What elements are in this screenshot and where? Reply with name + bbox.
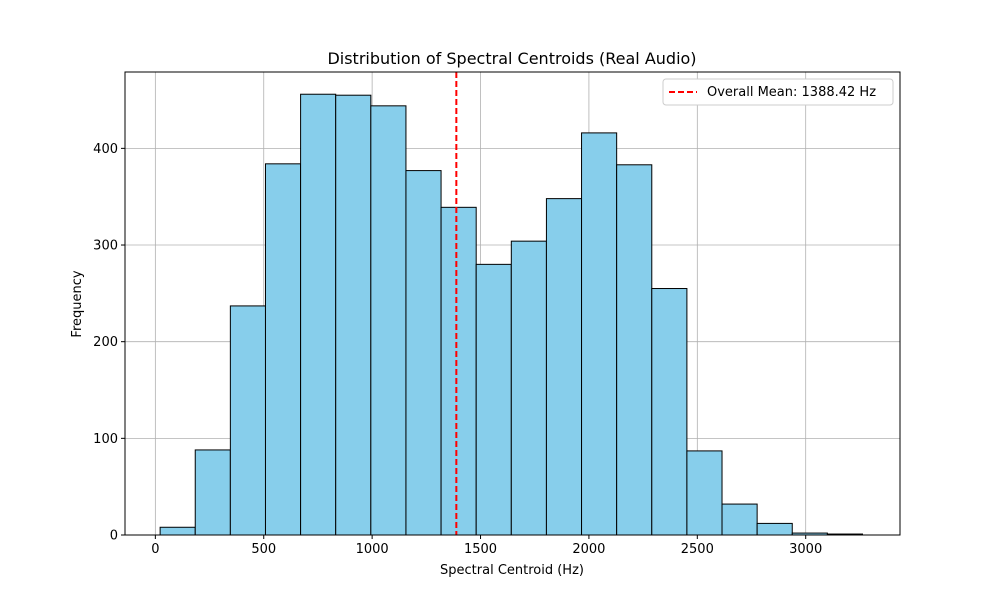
x-tick-label: 1000 xyxy=(356,542,389,557)
histogram-bar xyxy=(335,94,372,536)
x-tick-label: 500 xyxy=(251,542,276,557)
histogram-bar xyxy=(616,164,653,536)
histogram-bar xyxy=(370,105,407,536)
histogram-bar xyxy=(581,132,618,536)
bars-layer xyxy=(159,93,863,536)
legend: Overall Mean: 1388.42 Hz xyxy=(662,78,894,106)
axes-frame xyxy=(124,71,901,536)
histogram-bar xyxy=(159,526,196,536)
histogram-bar xyxy=(300,93,337,536)
histogram-bar xyxy=(194,449,231,536)
histogram-bar xyxy=(264,163,302,536)
y-tick-label: 200 xyxy=(93,335,118,350)
y-tick-label: 300 xyxy=(93,239,118,254)
histogram-bar xyxy=(510,240,547,536)
y-axis-label: Frequency xyxy=(70,270,85,337)
legend-mean-label: Overall Mean: 1388.42 Hz xyxy=(707,85,876,100)
legend-box xyxy=(662,78,894,106)
y-tick-label: 400 xyxy=(93,142,118,157)
histogram-bar xyxy=(721,503,758,536)
x-tick-label: 0 xyxy=(151,542,159,557)
histogram-bar xyxy=(756,522,793,536)
histogram-bar xyxy=(545,198,583,536)
histogram-bar xyxy=(651,288,688,536)
chart-title: Distribution of Spectral Centroids (Real… xyxy=(327,49,696,68)
x-tick-label: 3000 xyxy=(789,542,822,557)
histogram-bar xyxy=(686,450,723,536)
histogram-bar xyxy=(405,170,442,536)
x-tick-label: 2500 xyxy=(681,542,714,557)
x-tick-label: 1500 xyxy=(464,542,497,557)
histogram-bar xyxy=(475,263,512,536)
histogram-bar xyxy=(229,305,266,536)
y-tick-label: 100 xyxy=(93,432,118,447)
x-tick-label: 2000 xyxy=(572,542,605,557)
x-axis-ticks: 0 500 1000 1500 2000 2500 3000 xyxy=(151,535,822,557)
y-axis-ticks: 0 100 200 300 400 xyxy=(93,142,125,544)
x-axis-label: Spectral Centroid (Hz) xyxy=(440,563,584,578)
y-tick-label: 0 xyxy=(110,529,118,544)
histogram-bar xyxy=(440,206,477,536)
